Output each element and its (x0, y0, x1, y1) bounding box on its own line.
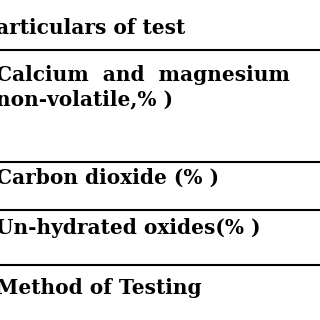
Text: Method of Testing: Method of Testing (0, 278, 202, 298)
Text: Carbon dioxide (% ): Carbon dioxide (% ) (0, 168, 219, 188)
Text: Un-hydrated oxides(% ): Un-hydrated oxides(% ) (0, 218, 260, 238)
Text: Calcium  and  magnesium
non-volatile,% ): Calcium and magnesium non-volatile,% ) (0, 65, 290, 110)
Text: articulars of test: articulars of test (0, 18, 185, 38)
